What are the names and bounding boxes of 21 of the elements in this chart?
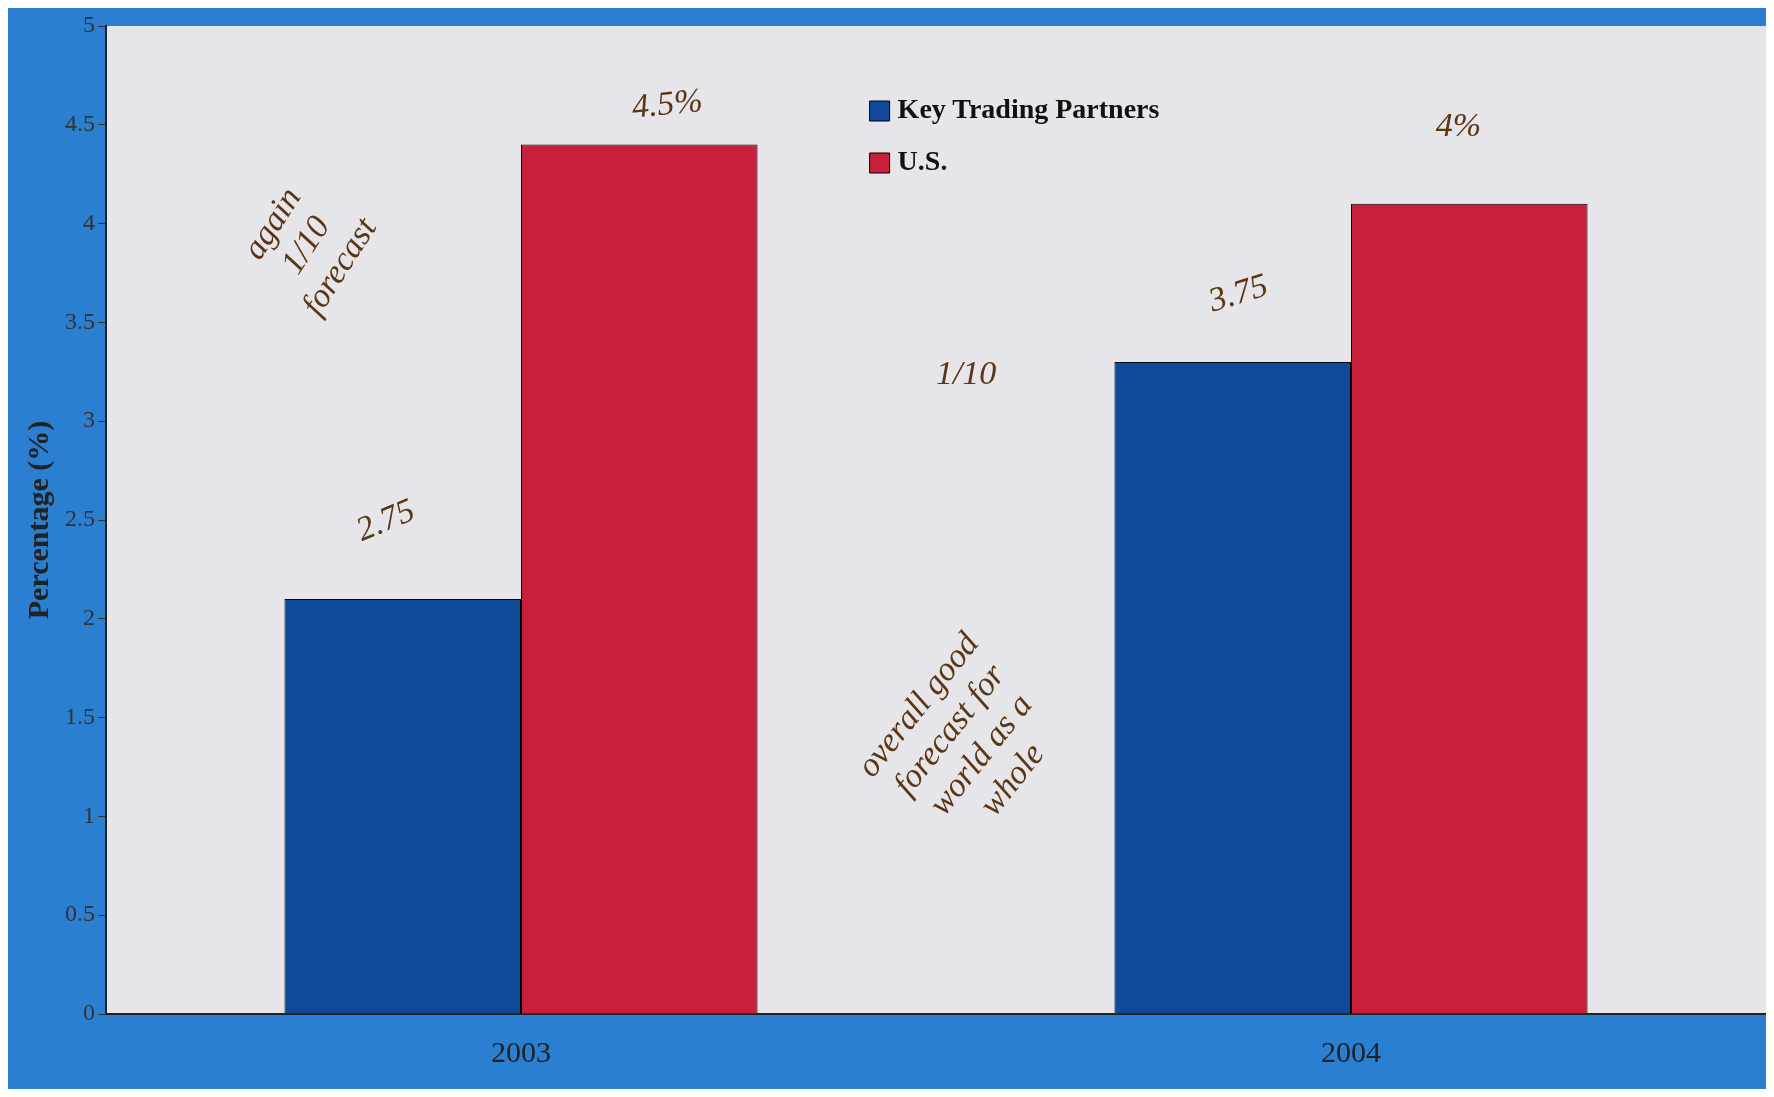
y-tick-label: 1.5 — [65, 702, 95, 729]
annotation: 4.5% — [629, 80, 705, 125]
y-tick-label: 4.5 — [65, 110, 95, 137]
annotation: 3.75 — [1203, 265, 1272, 319]
y-tick-label: 1 — [83, 801, 95, 828]
annotation: 1/10 — [935, 354, 997, 392]
y-tick-label: 2.5 — [65, 505, 95, 532]
y-tick-label: 3.5 — [65, 307, 95, 334]
y-tick-label: 4 — [83, 208, 95, 235]
y-axis-title: Percentage (%) — [20, 420, 55, 620]
x-tick-label: 2003 — [491, 1034, 551, 1068]
annotation: 2.75 — [350, 490, 420, 548]
y-tick-label: 2 — [83, 604, 95, 631]
legend-label: U.S. — [897, 145, 948, 177]
y-tick-label: 0.5 — [65, 900, 95, 927]
y-tick-label: 5 — [83, 11, 95, 38]
annotation: 4% — [1435, 105, 1482, 143]
y-tick-label: 3 — [83, 406, 95, 433]
x-tick-label: 2004 — [1321, 1034, 1381, 1068]
y-tick-label: 0 — [83, 999, 95, 1026]
legend-label: Key Trading Partners — [897, 93, 1160, 125]
